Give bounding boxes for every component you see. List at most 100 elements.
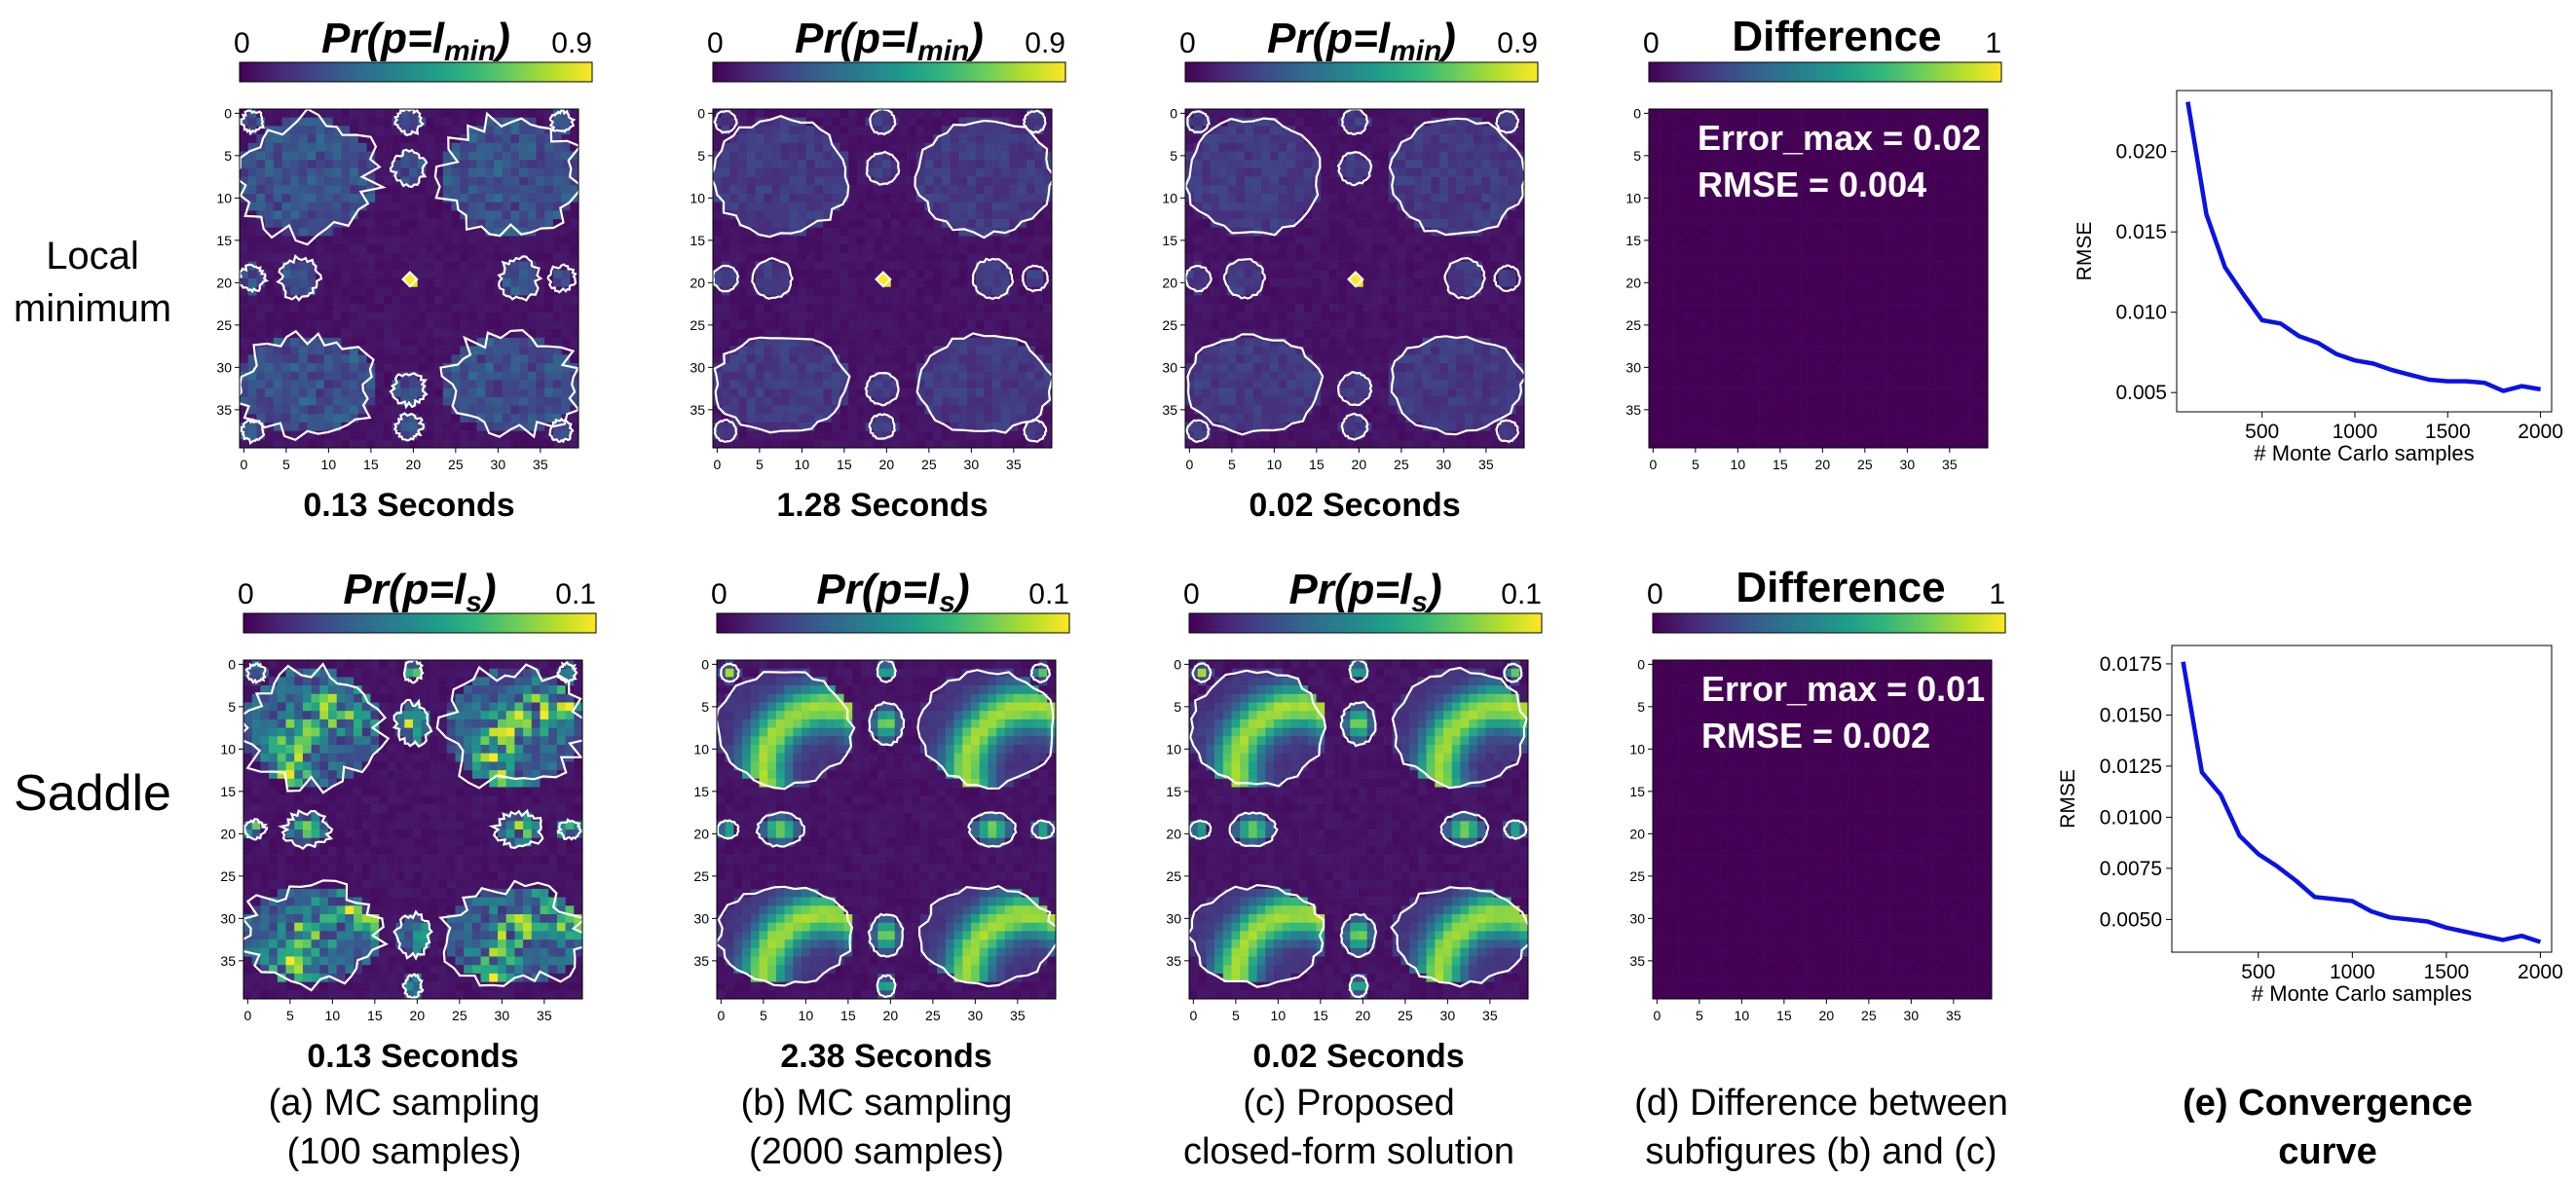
heatmap-cell [848,228,857,237]
heatmap-cell [1474,185,1482,194]
heatmap-cell [933,338,942,347]
heatmap-cell [494,372,503,381]
heatmap-cell [1202,185,1211,194]
heatmap-cell [992,380,1001,388]
heatmap-cell [384,354,392,363]
heatmap-cell [248,118,257,127]
heatmap-cell [1508,228,1516,237]
heatmap-cell [1371,439,1380,448]
heatmap-cell [848,253,857,262]
heatmap-cell [1439,338,1448,347]
colorbar-min-label: 0 [234,27,250,59]
heatmap-cell [1398,388,1406,397]
heatmap-cell [1508,380,1516,388]
heatmap-cell [1313,423,1322,431]
heatmap-cell [1194,397,1203,406]
heatmap-cell [392,244,401,253]
heatmap-cell [282,439,291,448]
heatmap-cell [1287,228,1295,237]
heatmap-cell [1245,304,1253,313]
heatmap-cell [713,253,722,262]
heatmap-cell [1465,287,1474,296]
heatmap-cell [764,177,772,186]
heatmap-cell [1371,313,1380,321]
heatmap-cell [1261,414,1270,423]
heatmap-cell [823,278,832,287]
heatmap-cell [1346,244,1355,253]
heatmap-cell [1515,304,1524,313]
heatmap-cell [1018,388,1027,397]
heatmap-cell [1211,388,1219,397]
heatmap-cell [452,228,461,237]
heatmap-cell [806,431,815,440]
heatmap-cell [764,160,772,168]
heatmap-cell [1465,160,1474,168]
heatmap-cell [290,372,299,381]
heatmap-cell [308,439,317,448]
heatmap-cell [350,321,358,330]
heatmap-cell [942,313,951,321]
heatmap-cell [951,295,959,304]
heatmap-cell [1304,244,1313,253]
heatmap-cell [1194,253,1203,262]
heatmap-cell [1329,177,1338,186]
heatmap-cell [503,439,511,448]
heatmap-cell [781,143,790,152]
heatmap-cell [866,295,875,304]
heatmap-cell [1431,168,1439,177]
heatmap-cell [443,253,452,262]
heatmap-cell [528,143,537,152]
heatmap-cell [814,354,823,363]
heatmap-cell [494,338,503,347]
heatmap-cell [1304,219,1313,228]
heatmap-cell [434,321,443,330]
heatmap-cell [882,168,891,177]
timing-caption: 1.28 Seconds [776,487,988,524]
heatmap-cell [1219,397,1228,406]
heatmap-cell [1279,152,1288,161]
heatmap-cell [519,237,528,245]
heatmap-cell [426,109,434,118]
heatmap-cell [772,304,781,313]
heatmap-cell [544,388,553,397]
heatmap-cell [840,118,849,127]
heatmap-cell [1389,237,1398,245]
heatmap-cell [1474,347,1482,355]
heatmap-cell [510,210,519,219]
heatmap-cell [1482,431,1491,440]
heatmap-cell [537,406,545,415]
heatmap-cell [528,363,537,372]
heatmap-cell [265,203,274,211]
heatmap-cell [460,363,468,372]
heatmap-cell [1202,203,1211,211]
heatmap-cell [400,228,409,237]
heatmap-cell [1508,338,1516,347]
heatmap-cell [747,363,756,372]
heatmap-cell [375,152,384,161]
heatmap-cell [400,295,409,304]
heatmap-cell [1363,253,1372,262]
heatmap-cell [1371,168,1380,177]
heatmap-cell [384,203,392,211]
heatmap-cell [874,203,882,211]
heatmap-cell [958,134,967,143]
heatmap-cell [1398,177,1406,186]
heatmap-cell [409,423,418,431]
heatmap-cell [814,431,823,440]
heatmap-cell [967,177,976,186]
heatmap-cell [1423,253,1432,262]
heatmap-cell [299,177,308,186]
heatmap-cell [468,321,477,330]
heatmap-cell [392,270,401,278]
heatmap-cell [806,109,815,118]
heatmap-cell [899,194,908,203]
heatmap-cell [1236,194,1245,203]
heatmap-cell [891,321,900,330]
heatmap-cell [908,380,916,388]
heatmap-cell [925,219,934,228]
heatmap-cell [747,372,756,381]
heatmap-cell [806,134,815,143]
heatmap-cell [1202,228,1211,237]
heatmap-cell [240,304,248,313]
heatmap-cell [908,414,916,423]
